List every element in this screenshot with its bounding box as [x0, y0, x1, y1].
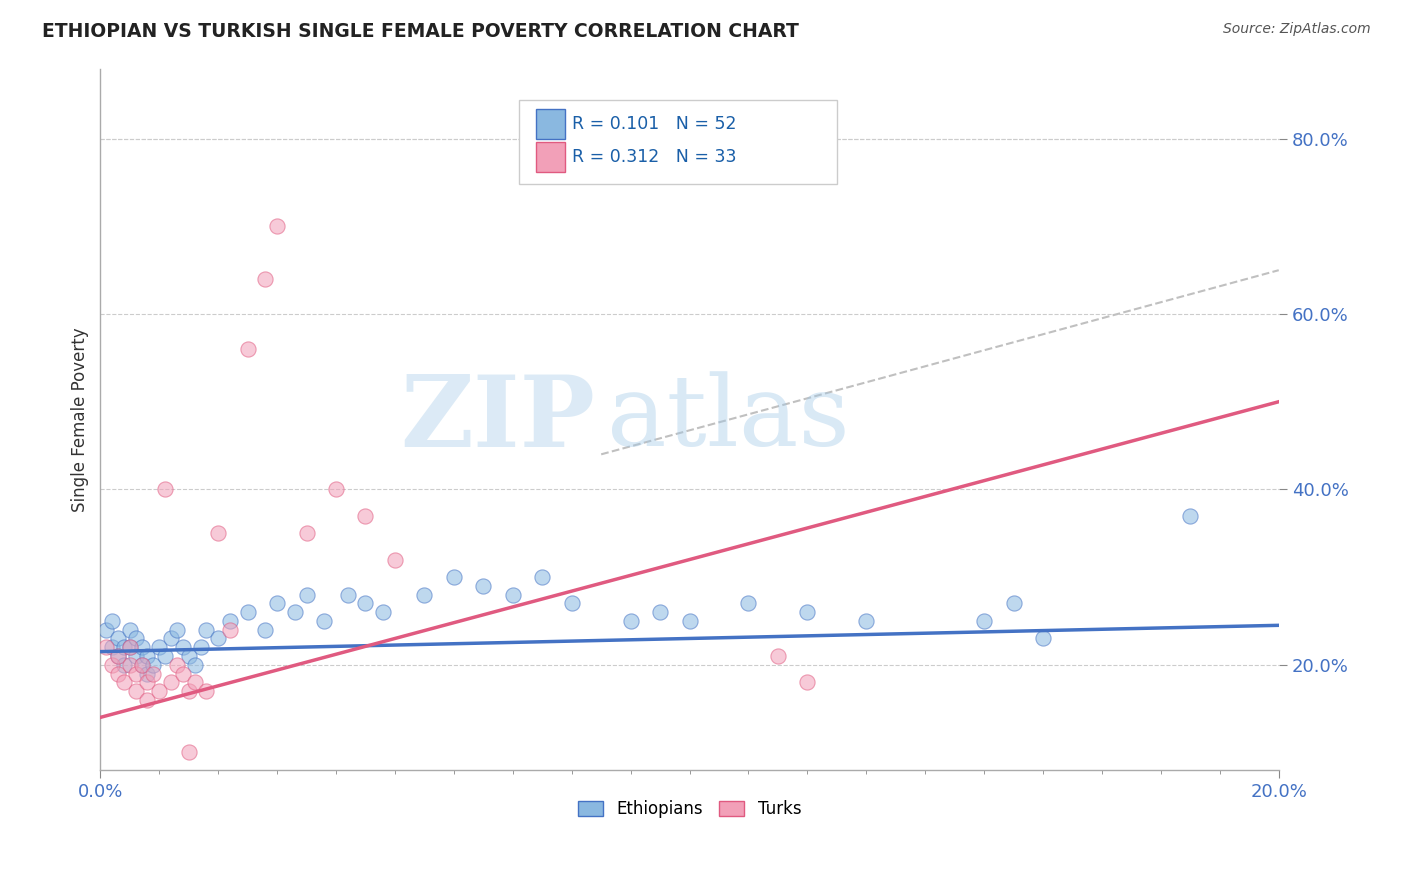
Point [118, 640, 141, 655]
Point [219, 614, 242, 628]
Point [284, 605, 307, 619]
Point [1180, 508, 1202, 523]
Point [236, 605, 259, 619]
Point [195, 623, 218, 637]
Text: ZIP: ZIP [401, 371, 595, 467]
Point [266, 596, 288, 610]
Point [96, 623, 118, 637]
Point [1032, 632, 1054, 646]
Point [172, 640, 194, 655]
Point [531, 570, 554, 584]
Point [125, 684, 148, 698]
Point [325, 483, 347, 497]
Point [254, 272, 277, 286]
Point [160, 632, 183, 646]
Point [354, 508, 377, 523]
Point [183, 657, 205, 672]
Point [796, 675, 818, 690]
Point [195, 684, 218, 698]
Point [136, 666, 159, 681]
Point [112, 657, 135, 672]
Point [112, 675, 135, 690]
Point [472, 579, 495, 593]
Point [107, 666, 129, 681]
Point [118, 657, 141, 672]
Point [96, 640, 118, 655]
Point [413, 588, 436, 602]
Point [160, 675, 183, 690]
Point [101, 657, 124, 672]
Y-axis label: Single Female Poverty: Single Female Poverty [72, 327, 89, 512]
Point [266, 219, 288, 234]
Point [766, 648, 789, 663]
Point [373, 605, 395, 619]
Text: R = 0.312   N = 33: R = 0.312 N = 33 [572, 148, 737, 166]
Point [502, 588, 524, 602]
Point [295, 526, 318, 541]
Point [177, 746, 200, 760]
Point [190, 640, 212, 655]
Legend: Ethiopians, Turks: Ethiopians, Turks [571, 794, 808, 825]
Point [142, 657, 165, 672]
Point [118, 640, 141, 655]
FancyBboxPatch shape [536, 109, 565, 138]
Point [131, 657, 153, 672]
Point [101, 614, 124, 628]
Point [678, 614, 700, 628]
Point [295, 588, 318, 602]
Point [107, 648, 129, 663]
Point [166, 623, 188, 637]
Point [166, 657, 188, 672]
Point [177, 684, 200, 698]
Point [148, 684, 170, 698]
Point [443, 570, 465, 584]
Point [254, 623, 277, 637]
Point [118, 623, 141, 637]
Point [112, 640, 135, 655]
Point [336, 588, 359, 602]
Point [131, 640, 153, 655]
Point [125, 632, 148, 646]
Point [737, 596, 759, 610]
Point [125, 648, 148, 663]
Point [207, 632, 229, 646]
Text: atlas: atlas [607, 371, 849, 467]
Point [796, 605, 818, 619]
Point [648, 605, 671, 619]
Point [136, 648, 159, 663]
Point [973, 614, 995, 628]
Point [107, 632, 129, 646]
FancyBboxPatch shape [536, 142, 565, 171]
Point [183, 675, 205, 690]
Point [136, 693, 159, 707]
FancyBboxPatch shape [519, 100, 837, 185]
Point [101, 640, 124, 655]
Point [855, 614, 877, 628]
Point [153, 483, 176, 497]
Point [620, 614, 643, 628]
Point [125, 666, 148, 681]
Point [236, 342, 259, 356]
Text: Source: ZipAtlas.com: Source: ZipAtlas.com [1223, 22, 1371, 37]
Text: R = 0.101   N = 52: R = 0.101 N = 52 [572, 115, 737, 133]
Point [1002, 596, 1025, 610]
Point [148, 640, 170, 655]
Point [131, 657, 153, 672]
Point [172, 666, 194, 681]
Point [153, 648, 176, 663]
Point [107, 648, 129, 663]
Point [177, 648, 200, 663]
Text: ETHIOPIAN VS TURKISH SINGLE FEMALE POVERTY CORRELATION CHART: ETHIOPIAN VS TURKISH SINGLE FEMALE POVER… [42, 22, 799, 41]
Point [219, 623, 242, 637]
Point [384, 552, 406, 566]
Point [207, 526, 229, 541]
Point [561, 596, 583, 610]
Point [136, 675, 159, 690]
Point [142, 666, 165, 681]
Point [354, 596, 377, 610]
Point [314, 614, 336, 628]
